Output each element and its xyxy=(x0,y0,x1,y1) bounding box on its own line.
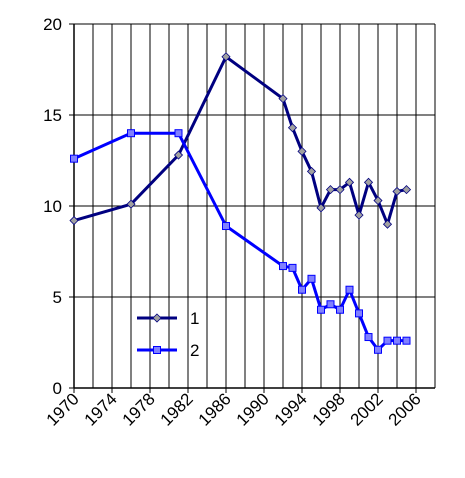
point xyxy=(278,94,288,104)
point xyxy=(316,203,326,213)
point xyxy=(279,262,287,271)
point xyxy=(222,222,230,231)
point xyxy=(126,199,136,209)
point xyxy=(383,336,392,345)
legend-marker xyxy=(152,313,162,323)
point xyxy=(402,336,411,345)
point xyxy=(127,129,135,138)
point xyxy=(345,285,354,294)
point xyxy=(174,129,183,138)
x-tick-label: 1982 xyxy=(157,389,197,429)
point xyxy=(317,305,325,314)
x-tick-label: 1994 xyxy=(271,389,311,429)
point xyxy=(392,186,402,197)
point xyxy=(325,185,336,195)
point xyxy=(364,333,373,342)
point xyxy=(354,210,364,220)
point xyxy=(344,177,355,187)
x-tick-label: 1998 xyxy=(309,389,349,429)
point xyxy=(173,150,184,160)
point xyxy=(221,52,231,62)
legend-label: 2 xyxy=(190,341,199,360)
legend-label: 1 xyxy=(190,309,199,328)
point xyxy=(393,336,401,345)
point xyxy=(298,285,306,294)
line xyxy=(73,54,407,229)
point xyxy=(326,300,335,309)
point xyxy=(363,177,374,187)
point xyxy=(297,146,307,156)
x-tick-label: 1974 xyxy=(81,389,121,429)
legend-marker xyxy=(153,346,161,354)
y-tick-label: 10 xyxy=(43,197,62,216)
point xyxy=(401,185,412,195)
x-tick-label: 1986 xyxy=(195,389,235,429)
point xyxy=(69,215,79,226)
point xyxy=(382,219,393,229)
y-tick-label: 15 xyxy=(43,106,62,125)
point xyxy=(70,154,78,163)
x-tick-label: 1990 xyxy=(233,389,273,429)
point xyxy=(287,123,298,133)
point xyxy=(307,274,316,283)
point xyxy=(336,305,344,314)
x-tick-label: 1970 xyxy=(43,389,83,429)
y-tick-label: 0 xyxy=(53,379,62,398)
y-tick-label: 5 xyxy=(53,288,62,307)
point xyxy=(306,166,317,176)
x-tick-label: 2002 xyxy=(347,389,387,429)
point xyxy=(355,309,363,318)
x-tick-label: 2006 xyxy=(385,389,425,429)
point xyxy=(335,185,345,195)
y-tick-label: 20 xyxy=(43,15,62,34)
point xyxy=(374,345,382,354)
x-tick-label: 1978 xyxy=(119,389,159,429)
point xyxy=(373,195,383,206)
point xyxy=(288,263,297,272)
